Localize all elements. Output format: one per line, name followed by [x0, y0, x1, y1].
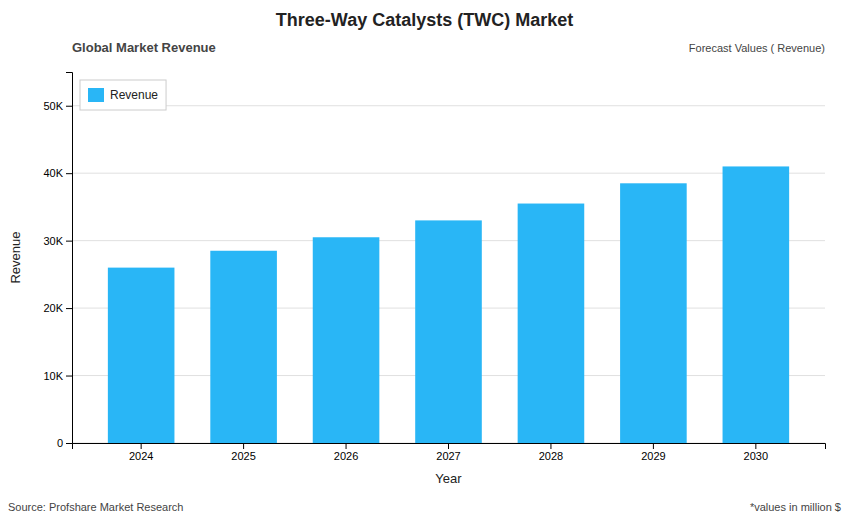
y-tick-label: 10K — [43, 370, 63, 382]
bars — [108, 166, 789, 443]
bar — [313, 237, 380, 443]
x-axis-title: Year — [435, 471, 462, 486]
x-tick: 2030 — [744, 443, 768, 462]
x-tick: 2029 — [641, 443, 665, 462]
title: Three-Way Catalysts (TWC) Market — [276, 10, 573, 30]
plot-area: 0 10K 20K 30K 40K 50K 2024 2025 2026 2027 2028 2029… — [43, 73, 825, 462]
y-tick-mark — [66, 443, 72, 444]
x-tick-mark — [448, 443, 449, 449]
grid — [72, 106, 825, 443]
chart-container: Three-Way Catalysts (TWC) Market Global M… — [0, 0, 849, 521]
y-tick: 0 — [57, 437, 72, 449]
x-tick-mark — [346, 443, 347, 449]
x-tick: 2026 — [334, 443, 358, 462]
y-tick-mark — [66, 106, 72, 107]
y-tick-label: 40K — [43, 167, 63, 179]
x-tick-mark — [755, 443, 756, 449]
subtitle: Global Market Revenue — [72, 40, 216, 55]
x-tick-label: 2029 — [641, 450, 665, 462]
bar — [723, 166, 790, 443]
bar — [518, 204, 585, 443]
annotation: *values in million $ — [750, 501, 841, 513]
x-tick: 2025 — [231, 443, 255, 462]
x-tick-mark — [653, 443, 654, 449]
legend: Revenue — [80, 80, 166, 110]
x-axis: 2024 2025 2026 2027 2028 2029 2030 — [73, 443, 826, 462]
y-axis: 0 10K 20K 30K 40K 50K — [43, 73, 72, 450]
x-tick-label: 2027 — [436, 450, 460, 462]
legend-label: Revenue — [110, 88, 158, 102]
chart-svg: Three-Way Catalysts (TWC) Market Global M… — [0, 0, 849, 521]
x-tick: 2027 — [436, 443, 460, 462]
x-tick-label: 2025 — [231, 450, 255, 462]
y-tick: 50K — [43, 100, 72, 112]
y-tick: 30K — [43, 235, 72, 247]
x-tick-label: 2030 — [744, 450, 768, 462]
grid-line — [72, 173, 825, 174]
legend-box — [80, 80, 166, 110]
bar — [210, 251, 277, 443]
y-axis-line — [66, 73, 73, 444]
annotation: Source: Profshare Market Research — [8, 501, 183, 513]
grid-line — [72, 105, 825, 106]
bar — [108, 268, 175, 443]
y-tick-mark — [66, 241, 72, 242]
y-tick: 10K — [43, 370, 72, 382]
legend-item: Revenue — [88, 88, 158, 102]
x-tick: 2028 — [539, 443, 563, 462]
x-axis-line — [73, 444, 826, 450]
y-tick-label: 30K — [43, 235, 63, 247]
y-tick-label: 20K — [43, 302, 63, 314]
y-tick-label: 50K — [43, 100, 63, 112]
x-tick-label: 2028 — [539, 450, 563, 462]
y-tick-mark — [66, 308, 72, 309]
x-tick: 2024 — [129, 443, 153, 462]
y-tick: 20K — [43, 302, 72, 314]
x-tick-mark — [141, 443, 142, 449]
y-axis-title: Revenue — [8, 231, 23, 283]
bar — [620, 183, 687, 443]
y-tick: 40K — [43, 167, 72, 179]
x-tick-label: 2024 — [129, 450, 153, 462]
y-tick-mark — [66, 376, 72, 377]
y-tick-label: 0 — [57, 437, 63, 449]
x-tick-label: 2026 — [334, 450, 358, 462]
bar — [415, 220, 482, 443]
legend-swatch — [88, 88, 104, 102]
y-tick-mark — [66, 173, 72, 174]
x-tick-mark — [243, 443, 244, 449]
x-tick-mark — [550, 443, 551, 449]
annotation: Forecast Values ( Revenue) — [689, 42, 825, 54]
